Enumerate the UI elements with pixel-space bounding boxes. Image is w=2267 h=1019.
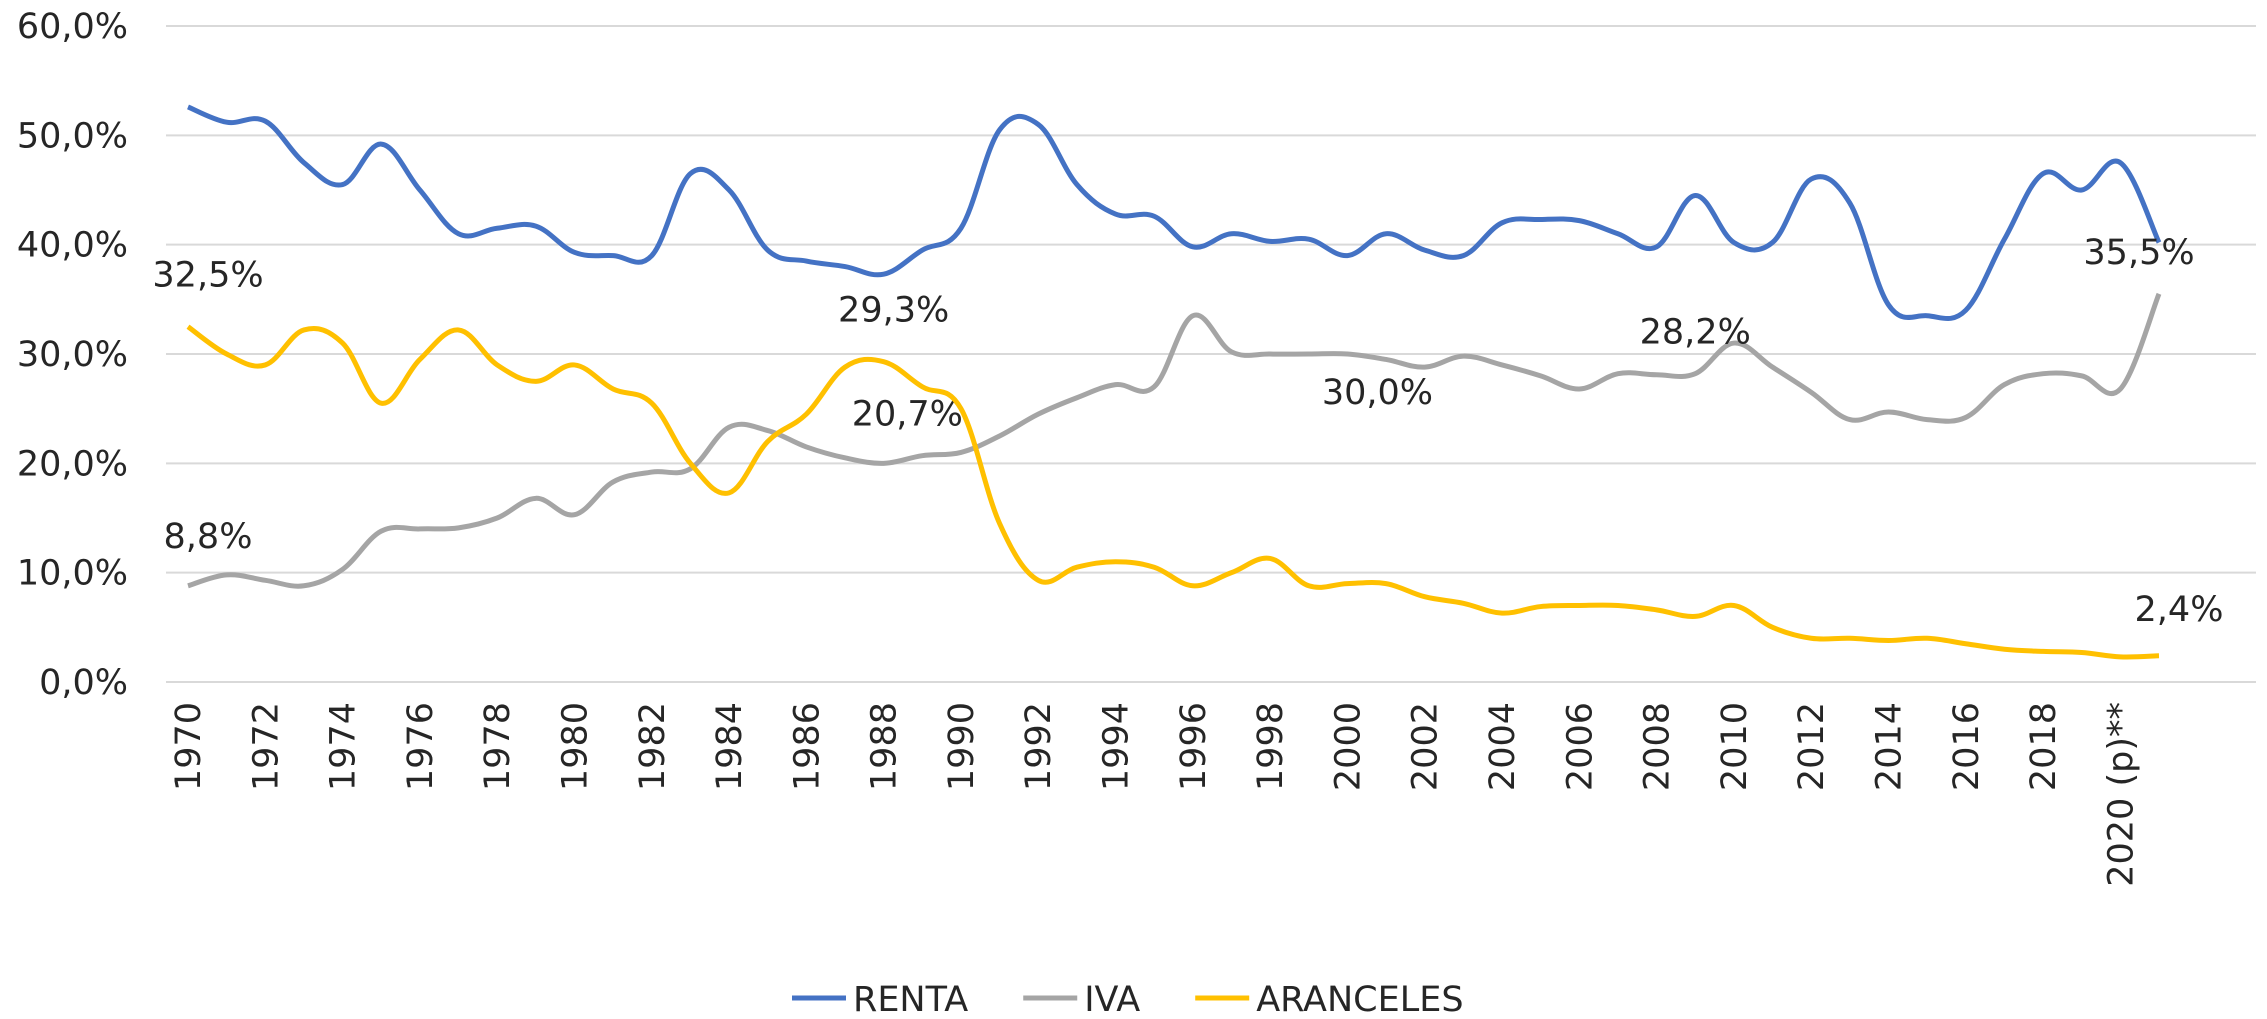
- data-label: 29,3%: [838, 291, 949, 331]
- x-tick-label: 1984: [710, 702, 750, 791]
- x-tick-label: 2014: [1869, 702, 1909, 791]
- data-label: 2,4%: [2135, 590, 2224, 630]
- data-line: [187, 104, 2162, 322]
- y-tick-label: 40,0%: [17, 226, 128, 266]
- data-label: 20,7%: [852, 395, 963, 435]
- legend-label: IVA: [1084, 980, 1140, 1019]
- x-tick-label: 2020 (p)**: [2101, 702, 2141, 887]
- x-tick-label: 1992: [1019, 702, 1059, 791]
- x-tick-label: 1996: [1174, 702, 1214, 791]
- x-tick-label: 1986: [787, 702, 827, 791]
- y-tick-label: 20,0%: [17, 444, 128, 484]
- x-tick-label: 1982: [633, 702, 673, 791]
- legend-label: RENTA: [853, 980, 968, 1019]
- y-tick-label: 30,0%: [17, 335, 128, 375]
- x-tick-label: 1998: [1251, 702, 1291, 791]
- x-tick-label: 1994: [1097, 702, 1137, 791]
- x-tick-label: 2018: [2024, 702, 2064, 791]
- x-tick-label: 1980: [555, 702, 595, 791]
- x-tick-label: 1972: [246, 702, 286, 791]
- x-tick-label: 1978: [478, 702, 518, 791]
- x-tick-label: 2000: [1328, 702, 1368, 791]
- data-label: 30,0%: [1322, 373, 1433, 413]
- y-tick-label: 50,0%: [17, 116, 128, 156]
- x-tick-label: 2012: [1792, 702, 1832, 791]
- x-tick-label: 1990: [942, 702, 982, 791]
- data-label: 28,2%: [1640, 313, 1751, 353]
- legend-label: ARANCELES: [1256, 980, 1463, 1019]
- data-line: [186, 324, 2160, 660]
- data-line: [187, 292, 2162, 589]
- x-tick-label: 2002: [1406, 702, 1446, 791]
- x-tick-label: 2006: [1560, 702, 1600, 791]
- data-label: 8,8%: [164, 517, 253, 557]
- x-tick-label: 2008: [1638, 702, 1678, 791]
- x-tick-label: 2004: [1483, 702, 1523, 791]
- x-tick-label: 2010: [1715, 702, 1755, 791]
- x-tick-label: 1974: [324, 702, 364, 791]
- y-tick-label: 0,0%: [39, 663, 128, 703]
- y-tick-label: 10,0%: [17, 554, 128, 594]
- x-tick-label: 2016: [1947, 702, 1987, 791]
- x-tick-label: 1970: [169, 702, 209, 791]
- data-label: 35,5%: [2083, 233, 2194, 273]
- x-tick-label: 1976: [401, 702, 441, 791]
- y-tick-label: 60,0%: [17, 7, 128, 47]
- x-tick-label: 1988: [865, 702, 905, 791]
- data-label: 32,5%: [152, 256, 263, 296]
